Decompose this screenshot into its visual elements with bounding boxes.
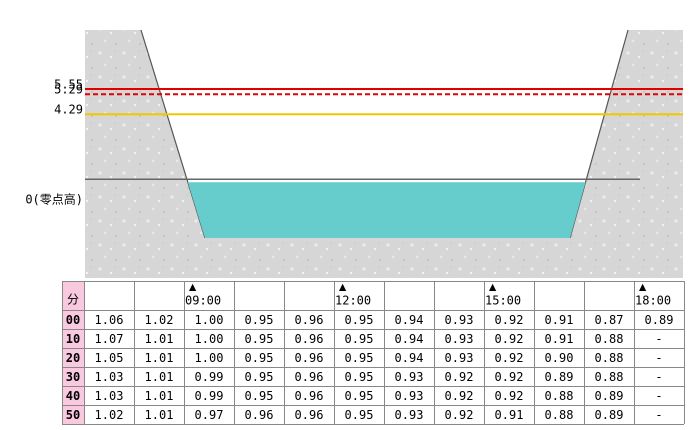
time-marker: ▲	[189, 280, 197, 294]
bank-left	[140, 29, 206, 239]
cell-value: 0.93	[395, 408, 424, 422]
cell-value: 0.95	[345, 408, 374, 422]
time-label: 12:00	[335, 294, 371, 308]
cell-value: 1.01	[145, 351, 174, 365]
cell-value: 0.95	[245, 351, 274, 365]
cell-value: 0.92	[445, 370, 474, 384]
cell-value: 0.88	[545, 389, 574, 403]
cell-value: -	[655, 389, 662, 403]
cell-value: 0.95	[345, 351, 374, 365]
cell-value: 0.95	[345, 313, 374, 327]
cell-value: 1.01	[145, 408, 174, 422]
cell-value: 0.94	[395, 351, 424, 365]
cell-value: 0.94	[395, 313, 424, 327]
row-label: 00	[66, 313, 80, 327]
cell-value: 0.88	[595, 332, 624, 346]
cell-value: 0.96	[295, 408, 324, 422]
bank-right	[569, 29, 629, 239]
cell-value: 0.91	[545, 313, 574, 327]
cross-section	[85, 29, 683, 278]
label-column	[62, 281, 84, 424]
time-label: 15:00	[485, 294, 521, 308]
cell-value: 0.99	[195, 389, 224, 403]
cell-value: 1.06	[95, 313, 124, 327]
cell-value: -	[655, 408, 662, 422]
cell-value: 0.93	[445, 332, 474, 346]
row-label: 50	[66, 408, 80, 422]
time-marker: ▲	[489, 280, 497, 294]
cell-value: 0.93	[445, 351, 474, 365]
cell-value: 0.92	[495, 389, 524, 403]
cell-value: 0.92	[495, 370, 524, 384]
cell-value: 0.89	[595, 408, 624, 422]
cell-value: 0.96	[245, 408, 274, 422]
cell-value: 0.92	[495, 332, 524, 346]
cell-value: 0.95	[245, 313, 274, 327]
cell-value: 1.03	[95, 370, 124, 384]
cell-value: 0.96	[295, 332, 324, 346]
cell-value: 0.91	[545, 332, 574, 346]
cell-value: 0.96	[295, 313, 324, 327]
row-label: 40	[66, 389, 80, 403]
cell-value: 1.01	[145, 370, 174, 384]
cell-value: 1.01	[145, 389, 174, 403]
row-label: 10	[66, 332, 80, 346]
row-label: 20	[66, 351, 80, 365]
cell-value: 0.92	[445, 389, 474, 403]
cell-value: 1.02	[95, 408, 124, 422]
cell-value: 0.88	[595, 370, 624, 384]
cell-value: 0.95	[345, 332, 374, 346]
cell-value: 0.95	[245, 389, 274, 403]
cell-value: 0.88	[545, 408, 574, 422]
cell-value: 1.00	[195, 332, 224, 346]
cell-value: 0.96	[295, 389, 324, 403]
level-label: 0(零点高)	[25, 192, 83, 207]
water	[187, 182, 586, 238]
cell-value: 0.94	[395, 332, 424, 346]
row-label: 30	[66, 370, 80, 384]
time-label: 18:00	[635, 294, 671, 308]
level-label: 5.29	[54, 83, 83, 97]
time-marker: ▲	[339, 280, 347, 294]
cell-value: -	[655, 332, 662, 346]
cell-value: 1.07	[95, 332, 124, 346]
cell-value: 0.87	[595, 313, 624, 327]
time-label: 09:00	[185, 294, 221, 308]
time-marker: ▲	[639, 280, 647, 294]
cell-value: 1.02	[145, 313, 174, 327]
cell-value: 0.89	[645, 313, 674, 327]
cell-value: 0.96	[295, 351, 324, 365]
cell-value: 0.99	[195, 370, 224, 384]
cell-value: 0.91	[495, 408, 524, 422]
cell-value: 0.93	[395, 370, 424, 384]
cell-value: 0.93	[445, 313, 474, 327]
cell-value: 0.92	[495, 313, 524, 327]
cell-value: 1.03	[95, 389, 124, 403]
cell-value: 0.95	[245, 370, 274, 384]
cell-value: -	[655, 351, 662, 365]
cell-value: 0.95	[345, 370, 374, 384]
cell-value: -	[655, 370, 662, 384]
cell-value: 0.92	[445, 408, 474, 422]
cell-value: 0.95	[245, 332, 274, 346]
cell-value: 0.89	[545, 370, 574, 384]
level-label: 5.55	[54, 78, 83, 92]
cell-value: 1.00	[195, 313, 224, 327]
cell-value: 0.95	[345, 389, 374, 403]
cell-value: 0.90	[545, 351, 574, 365]
cell-value: 0.89	[595, 389, 624, 403]
cell-value: 0.93	[395, 389, 424, 403]
cell-value: 0.97	[195, 408, 224, 422]
cell-value: 1.01	[145, 332, 174, 346]
cell-value: 0.96	[295, 370, 324, 384]
cell-value: 0.88	[595, 351, 624, 365]
cell-value: 0.92	[495, 351, 524, 365]
cell-value: 1.05	[95, 351, 124, 365]
corner-label: 分	[67, 293, 79, 307]
cell-value: 1.00	[195, 351, 224, 365]
level-label: 4.29	[54, 103, 83, 117]
levels: 5.555.29 4.29 0(零点高)	[25, 78, 683, 207]
